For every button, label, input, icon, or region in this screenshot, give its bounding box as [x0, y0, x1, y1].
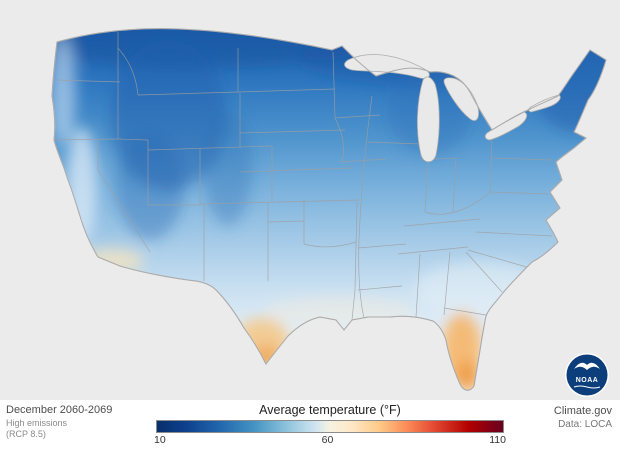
noaa-logo-text: NOAA: [576, 377, 599, 384]
tick-mid: 60: [321, 434, 334, 446]
colorbar-ticks: 10 60 110: [154, 434, 506, 446]
state-boundaries: [53, 32, 553, 321]
footer: December 2060-2069 High emissions (RCP 8…: [0, 400, 620, 450]
colorbar-gradient: [156, 420, 504, 433]
scenario-block: December 2060-2069 High emissions (RCP 8…: [0, 400, 132, 441]
noaa-circle: [566, 354, 608, 396]
scenario-label: High emissions: [6, 417, 68, 428]
us-outline: [51, 28, 607, 391]
wave-icon: [573, 385, 601, 389]
colorbar-block: Average temperature (°F) 10 60 110: [132, 400, 528, 446]
period-label: December 2060-2069: [6, 404, 113, 416]
lake-ontario: [528, 94, 561, 113]
us-temperature-map: [51, 28, 607, 391]
lake-huron: [443, 77, 479, 121]
noaa-logo: NOAA: [565, 353, 609, 397]
great-lakes: [344, 54, 561, 163]
lake-michigan: [416, 76, 440, 163]
tick-min: 10: [154, 434, 166, 446]
tick-max: 110: [489, 434, 506, 446]
map-area: NOAA: [0, 0, 620, 400]
credits-block: Climate.gov Data: LOCA: [528, 400, 620, 431]
seagull-icon: [574, 362, 600, 370]
lake-superior: [344, 54, 430, 79]
credit-data: Data: LOCA: [558, 419, 612, 431]
credit-site: Climate.gov: [553, 405, 612, 417]
colorbar-title: Average temperature (°F): [259, 403, 401, 417]
rcp-label: (RCP 8.5): [6, 429, 46, 440]
